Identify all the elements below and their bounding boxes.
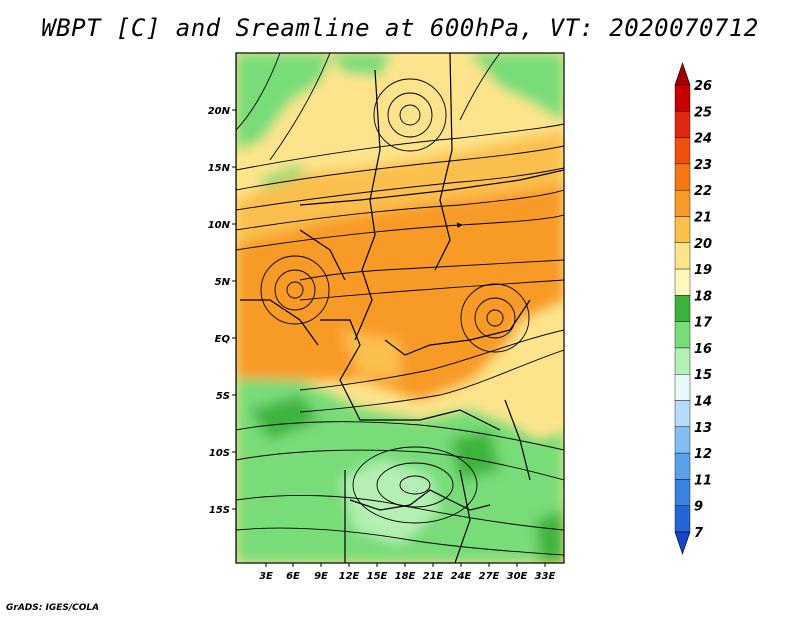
colorbar-swatch: [674, 426, 691, 454]
colorbar-label: 12: [694, 447, 712, 462]
lon-tick-label: 18E: [395, 571, 416, 582]
lon-tick-label: 30E: [507, 571, 528, 582]
lon-tick-label: 3E: [259, 571, 273, 582]
colorbar-label: 18: [694, 289, 712, 304]
colorbar-label: 11: [694, 473, 712, 488]
colorbar-label: 15: [694, 368, 712, 383]
colorbar-swatch: [674, 505, 691, 533]
chart-title: WBPT [C] and Sreamline at 600hPa, VT: 20…: [41, 14, 759, 42]
colorbar-label: 21: [694, 210, 712, 225]
colorbar-label: 14: [694, 395, 712, 410]
colorbar-label: 26: [694, 79, 712, 94]
colorbar-label: 9: [694, 500, 703, 515]
colorbar-swatch: [674, 189, 691, 217]
colorbar-swatch: [674, 347, 691, 375]
colorbar-label: 24: [694, 132, 712, 147]
lat-tick-label: 15N: [208, 163, 231, 174]
colorbar-label: 23: [694, 158, 712, 173]
lon-tick-label: 12E: [339, 571, 360, 582]
lon-tick-label: 9E: [314, 571, 328, 582]
colorbar-swatch: [674, 268, 691, 296]
colorbar-swatch: [674, 321, 691, 349]
lat-tick-label: 10S: [209, 448, 230, 459]
lat-tick-label: 5S: [216, 391, 230, 402]
lat-tick-label: 5N: [215, 277, 231, 288]
colorbar-swatch: [674, 111, 691, 138]
lat-tick-label: EQ: [215, 334, 231, 345]
colorbar-swatch: [674, 84, 691, 112]
colorbar-swatch: [674, 452, 691, 480]
streamlines: [236, 53, 564, 556]
lon-tick-label: 15E: [367, 571, 388, 582]
lon-tick-label: 21E: [423, 571, 444, 582]
colorbar-swatch: [674, 479, 691, 506]
grads-credit: GrADS: IGES/COLA: [6, 603, 100, 613]
colorbar-min-arrow: [674, 531, 691, 555]
map-frame: [235, 52, 565, 564]
colorbar-label: 20: [694, 237, 712, 252]
colorbar-swatch: [674, 374, 691, 401]
colorbar-swatch: [674, 163, 691, 191]
lat-tick-label: 20N: [208, 106, 231, 117]
colorbar-label: 17: [694, 316, 713, 331]
colorbar-label: 25: [694, 105, 712, 120]
lon-tick-label: 24E: [451, 571, 472, 582]
colorbar: 26 25 24 23 22 21 20 19 18 17 16 15 14 13 12 11 9 7: [674, 62, 713, 555]
colorbar-label: 7: [694, 526, 704, 541]
colorbar-label: 16: [694, 342, 712, 357]
lon-tick-label: 27E: [479, 571, 500, 582]
colorbar-swatch: [674, 295, 691, 322]
lat-tick-label: 15S: [209, 505, 230, 516]
colorbar-swatch: [674, 216, 691, 243]
colorbar-swatch: [674, 242, 691, 270]
lat-axis: 20N 15N 10N 5N EQ 5S 10S 15S: [208, 106, 236, 516]
lon-tick-label: 6E: [286, 571, 300, 582]
colorbar-max-arrow: [674, 62, 691, 86]
lon-tick-label: 33E: [535, 571, 556, 582]
colorbar-label: 13: [694, 421, 712, 436]
colorbar-swatch: [674, 400, 691, 428]
colorbar-label: 19: [694, 263, 712, 278]
colorbar-label: 22: [694, 184, 712, 199]
borders: [236, 53, 564, 563]
colorbar-swatch: [674, 137, 691, 165]
lon-axis: 3E 6E 9E 12E 15E 18E 21E 24E 27E 30E 33E: [259, 563, 556, 582]
lat-tick-label: 10N: [208, 220, 231, 231]
wbpt-shading: [236, 53, 564, 563]
